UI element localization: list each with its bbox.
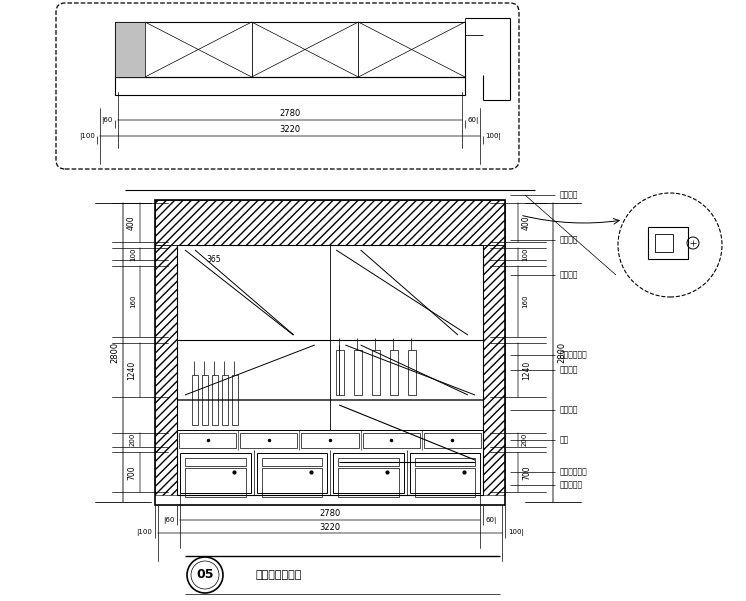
Text: 3220: 3220 bbox=[319, 522, 341, 531]
Text: 白色混油: 白色混油 bbox=[560, 406, 578, 415]
Bar bbox=[390, 350, 398, 395]
Bar bbox=[257, 453, 327, 493]
Bar bbox=[648, 227, 688, 259]
Bar bbox=[262, 457, 322, 466]
Bar bbox=[115, 22, 465, 77]
Bar bbox=[232, 375, 238, 425]
Text: 柜柜: 柜柜 bbox=[560, 435, 569, 444]
Text: 2800: 2800 bbox=[110, 342, 119, 363]
Text: 400: 400 bbox=[127, 215, 136, 230]
Bar bbox=[262, 468, 322, 497]
Text: 3220: 3220 bbox=[280, 126, 301, 135]
Bar bbox=[338, 457, 398, 466]
Text: 60|: 60| bbox=[467, 117, 478, 123]
Text: |60: |60 bbox=[163, 516, 174, 523]
Text: 2780: 2780 bbox=[279, 109, 301, 118]
Text: 实木线条: 实木线条 bbox=[560, 236, 578, 245]
Bar bbox=[336, 350, 344, 395]
Text: 2780: 2780 bbox=[319, 510, 341, 519]
Text: 700: 700 bbox=[127, 465, 136, 480]
Text: 成品踢脚线: 成品踢脚线 bbox=[560, 481, 583, 489]
Text: 100|: 100| bbox=[508, 529, 524, 537]
Text: 木饰面铣丝面: 木饰面铣丝面 bbox=[560, 350, 588, 359]
Bar bbox=[192, 375, 198, 425]
Text: 160: 160 bbox=[522, 294, 528, 308]
Bar bbox=[179, 433, 236, 448]
Text: 划板条板: 划板条板 bbox=[560, 191, 578, 200]
Text: 05: 05 bbox=[196, 569, 214, 582]
Text: 400: 400 bbox=[522, 215, 531, 230]
Bar bbox=[155, 200, 505, 245]
Text: 200: 200 bbox=[130, 433, 136, 447]
Bar bbox=[415, 468, 475, 497]
Text: 365: 365 bbox=[207, 255, 221, 264]
Bar bbox=[372, 350, 380, 395]
Bar bbox=[222, 375, 228, 425]
Bar bbox=[655, 234, 673, 252]
Bar bbox=[424, 433, 481, 448]
Text: 餐厅酒柜立面图: 餐厅酒柜立面图 bbox=[255, 570, 301, 580]
Bar bbox=[408, 350, 416, 395]
Bar bbox=[212, 375, 218, 425]
Bar bbox=[483, 245, 505, 495]
Bar bbox=[115, 77, 465, 95]
Text: 100|: 100| bbox=[485, 132, 501, 139]
Text: 60|: 60| bbox=[486, 516, 498, 523]
Bar bbox=[185, 468, 245, 497]
Bar bbox=[240, 433, 298, 448]
Bar bbox=[185, 457, 245, 466]
Bar bbox=[410, 453, 480, 493]
Text: |60: |60 bbox=[101, 117, 113, 123]
Text: 1240: 1240 bbox=[522, 361, 531, 380]
Bar bbox=[363, 433, 420, 448]
Bar bbox=[177, 245, 483, 495]
Bar bbox=[155, 245, 177, 495]
Text: 成品欧式门扇: 成品欧式门扇 bbox=[560, 468, 588, 477]
Text: 白色混油: 白色混油 bbox=[560, 270, 578, 279]
Bar bbox=[301, 433, 359, 448]
Bar bbox=[338, 468, 398, 497]
Bar bbox=[202, 375, 208, 425]
Bar bbox=[180, 453, 251, 493]
Text: 200: 200 bbox=[522, 433, 528, 447]
Text: |100: |100 bbox=[136, 529, 152, 537]
Text: 100: 100 bbox=[522, 247, 528, 261]
Bar bbox=[333, 453, 404, 493]
Text: 1240: 1240 bbox=[127, 361, 136, 380]
Text: 160: 160 bbox=[130, 294, 136, 308]
Bar bbox=[115, 22, 145, 77]
Bar bbox=[354, 350, 362, 395]
Text: 100: 100 bbox=[130, 247, 136, 261]
Bar bbox=[415, 457, 475, 466]
Text: |100: |100 bbox=[79, 132, 95, 139]
Bar bbox=[155, 200, 505, 505]
Text: 筒灯灯管: 筒灯灯管 bbox=[560, 365, 578, 374]
Text: 700: 700 bbox=[522, 465, 531, 480]
Text: 2800: 2800 bbox=[557, 342, 566, 363]
